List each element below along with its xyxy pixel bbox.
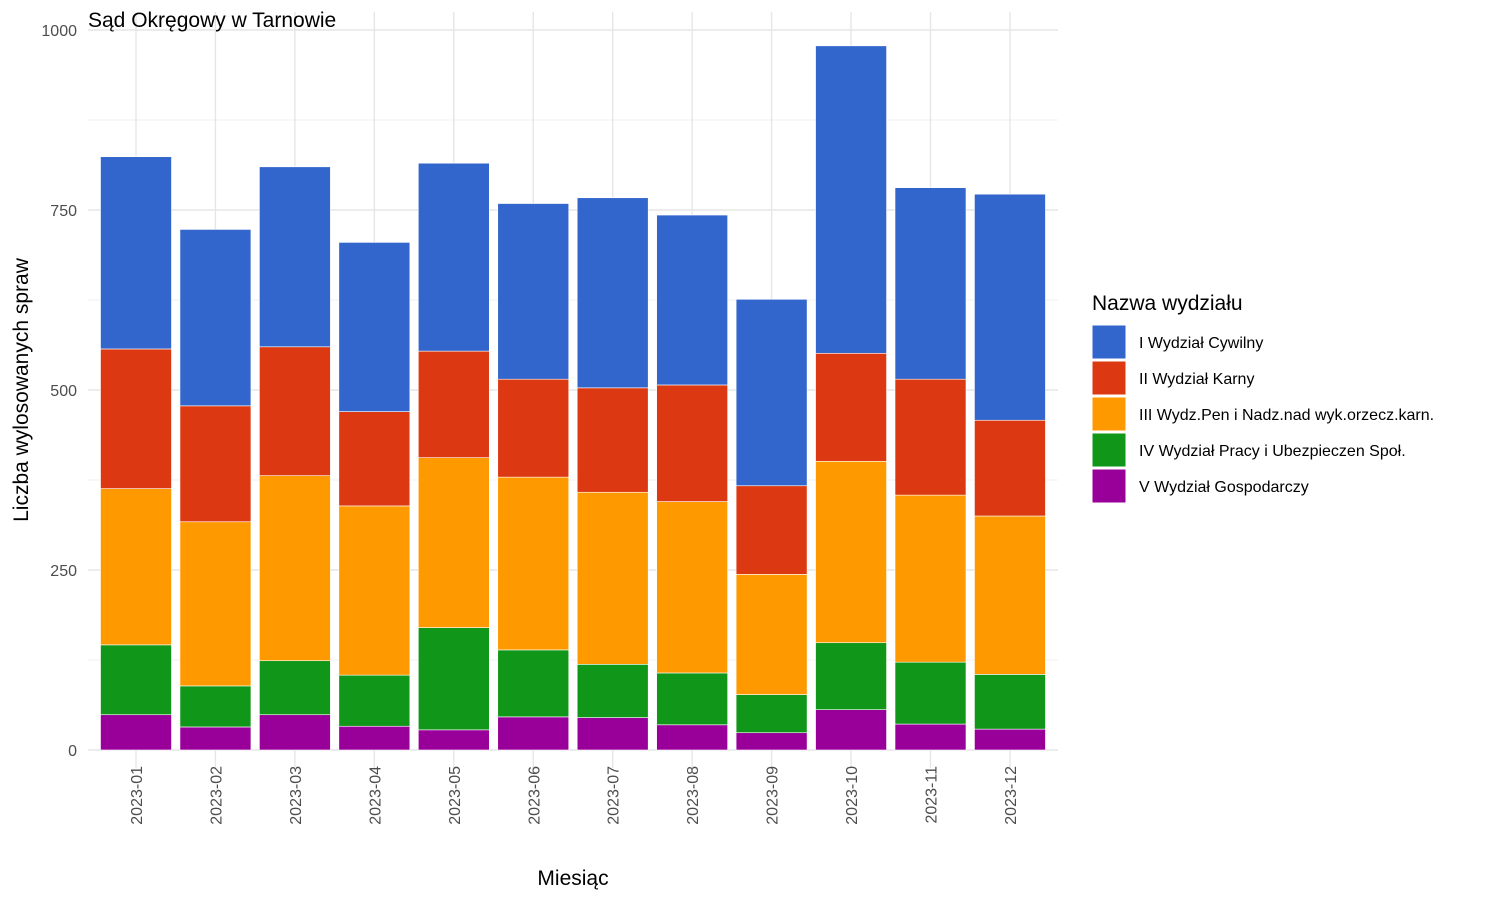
bar-segment bbox=[974, 193, 1046, 421]
legend: Nazwa wydziału I Wydział Cywilny II Wydzi… bbox=[1091, 292, 1434, 504]
legend-swatch bbox=[1091, 324, 1127, 360]
bar-segment bbox=[576, 387, 649, 493]
bar-segment bbox=[815, 45, 887, 354]
legend-label: I Wydział Cywilny bbox=[1139, 335, 1263, 352]
x-tick-label: 2023-02 bbox=[208, 766, 225, 825]
bar-segment bbox=[576, 491, 649, 665]
bar-segment bbox=[815, 709, 887, 751]
bar-segment bbox=[894, 723, 967, 751]
bar-segment bbox=[259, 166, 331, 348]
bar-segment bbox=[497, 476, 570, 651]
bar-segment bbox=[735, 574, 808, 695]
bar-segment bbox=[656, 501, 728, 674]
bar-segment bbox=[100, 714, 172, 751]
bar-segment bbox=[497, 716, 570, 751]
bar-segment bbox=[179, 229, 252, 407]
bar-segment bbox=[338, 505, 411, 676]
bar-segment bbox=[735, 732, 808, 751]
bar-segment bbox=[179, 521, 252, 687]
bar-segment bbox=[815, 642, 887, 710]
bar-segment bbox=[338, 674, 411, 727]
bar-segment bbox=[338, 242, 411, 412]
x-tick-label: 2023-01 bbox=[129, 766, 146, 825]
bar-segment bbox=[179, 405, 252, 523]
bar-segment bbox=[417, 162, 490, 352]
x-tick-label: 2023-08 bbox=[685, 766, 702, 825]
legend-label: V Wydział Gospodarczy bbox=[1139, 479, 1309, 496]
x-tick-label: 2023-04 bbox=[367, 766, 384, 825]
bar-segment bbox=[894, 378, 967, 496]
y-tick-label: 250 bbox=[50, 563, 77, 580]
bar-segment bbox=[735, 485, 808, 575]
bar-segment bbox=[417, 627, 490, 731]
bar-segment bbox=[100, 348, 172, 489]
bar-segment bbox=[894, 187, 967, 380]
bar-segment bbox=[815, 460, 887, 644]
legend-swatch bbox=[1091, 360, 1127, 396]
x-tick-label: 2023-07 bbox=[606, 766, 623, 825]
bar-segment bbox=[815, 352, 887, 462]
x-axis: 2023-01 2023-02 2023-03 2023-04 2023-05 2023-… bbox=[129, 766, 1020, 825]
legend-label: II Wydział Karny bbox=[1139, 371, 1254, 388]
y-axis-title: Liczba wylosowanych spraw bbox=[10, 257, 33, 522]
bar-segment bbox=[338, 411, 411, 507]
bar-segment bbox=[179, 726, 252, 751]
bar-segment bbox=[417, 729, 490, 751]
bar-segment bbox=[576, 197, 649, 389]
bars bbox=[100, 45, 1046, 751]
bar-segment bbox=[417, 350, 490, 458]
bar-segment bbox=[974, 419, 1046, 517]
x-tick-label: 2023-11 bbox=[924, 766, 941, 824]
bar-segment bbox=[259, 660, 331, 716]
bar-segment bbox=[974, 674, 1046, 730]
legend-title: Nazwa wydziału bbox=[1092, 292, 1243, 315]
x-tick-label: 2023-03 bbox=[288, 766, 305, 825]
legend-swatch bbox=[1091, 468, 1127, 504]
bar-segment bbox=[576, 717, 649, 751]
bar-segment bbox=[100, 644, 172, 716]
bar-segment bbox=[735, 298, 808, 487]
bar-segment bbox=[259, 475, 331, 662]
bar-segment bbox=[735, 694, 808, 734]
bar-segment bbox=[894, 494, 967, 663]
y-tick-label: 750 bbox=[50, 203, 77, 220]
bar-segment bbox=[259, 346, 331, 476]
bar-segment bbox=[576, 664, 649, 718]
x-axis-title: Miesiąc bbox=[537, 867, 608, 890]
bar-segment bbox=[656, 384, 728, 502]
y-tick-label: 0 bbox=[68, 743, 77, 760]
bar-segment bbox=[100, 156, 172, 350]
x-tick-label: 2023-10 bbox=[844, 766, 861, 825]
legend-label: IV Wydział Pracy i Ubezpieczen Społ. bbox=[1139, 443, 1406, 460]
x-tick-label: 2023-09 bbox=[765, 766, 782, 825]
bar-segment bbox=[497, 203, 570, 380]
bar-segment bbox=[656, 672, 728, 726]
legend-label: III Wydz.Pen i Nadz.nad wyk.orzecz.karn. bbox=[1139, 407, 1434, 424]
bar-segment bbox=[417, 457, 490, 628]
legend-swatch bbox=[1091, 432, 1127, 468]
y-axis: 0 250 500 750 1000 bbox=[41, 23, 77, 760]
legend-swatch bbox=[1091, 396, 1127, 432]
bar-segment bbox=[656, 214, 728, 386]
bar-segment bbox=[497, 378, 570, 478]
bar-segment bbox=[497, 649, 570, 718]
bar-segment bbox=[338, 725, 411, 751]
bar-segment bbox=[656, 724, 728, 751]
bar-segment bbox=[100, 488, 172, 646]
bar-segment bbox=[974, 728, 1046, 751]
x-tick-label: 2023-12 bbox=[1003, 766, 1020, 825]
bar-segment bbox=[259, 714, 331, 751]
chart-title: Sąd Okręgowy w Tarnowie bbox=[88, 9, 336, 32]
y-tick-label: 1000 bbox=[41, 23, 77, 40]
bar-segment bbox=[894, 661, 967, 725]
bar-segment bbox=[179, 685, 252, 728]
bar-segment bbox=[974, 515, 1046, 675]
x-tick-label: 2023-05 bbox=[447, 766, 464, 825]
x-tick-label: 2023-06 bbox=[526, 766, 543, 825]
y-tick-label: 500 bbox=[50, 383, 77, 400]
